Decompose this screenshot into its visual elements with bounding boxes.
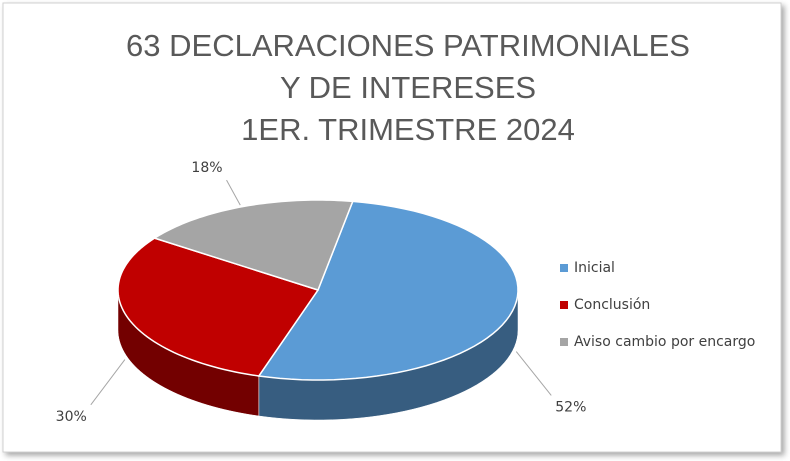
chart-title: Y DE INTERESES [280, 70, 536, 105]
legend-swatch [560, 264, 568, 272]
legend-label: Conclusión [574, 297, 650, 313]
legend-label: Inicial [574, 260, 615, 276]
legend-swatch [560, 338, 568, 346]
leader-line [90, 359, 126, 406]
data-label: 18% [191, 160, 222, 176]
pie-slice [152, 199, 354, 291]
chart-title: 63 DECLARACIONES PATRIMONIALES [126, 28, 690, 63]
data-label: 30% [56, 409, 87, 425]
pie-slice [257, 200, 519, 381]
leader-line [226, 179, 241, 206]
data-label: 52% [555, 399, 586, 415]
leader-line [515, 351, 552, 396]
legend-label: Aviso cambio por encargo [574, 334, 755, 350]
chart-title: 1ER. TRIMESTRE 2024 [241, 112, 575, 147]
pie-slice [117, 237, 320, 377]
legend-swatch [560, 301, 568, 309]
